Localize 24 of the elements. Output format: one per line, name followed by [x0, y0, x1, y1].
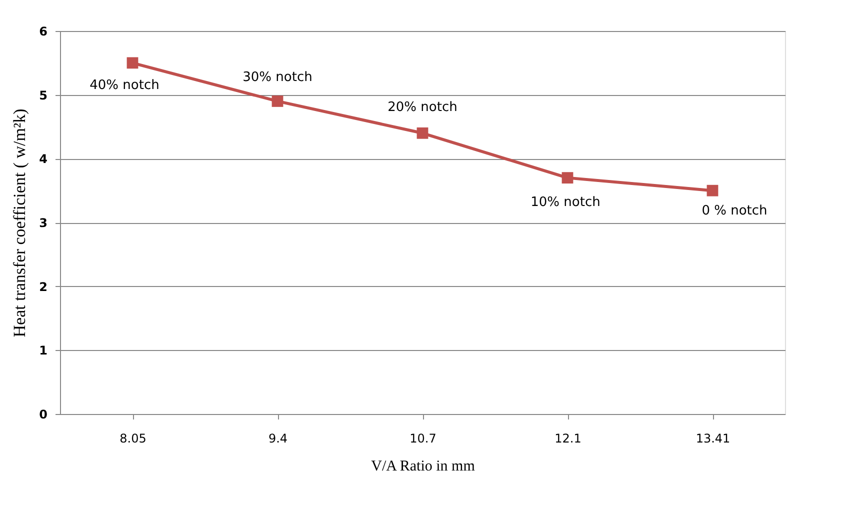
y-tick-label: 0 — [39, 408, 48, 422]
point — [272, 96, 284, 107]
point — [416, 127, 428, 139]
x-tick-label: 13.41 — [696, 432, 730, 446]
y-tick-label: 1 — [39, 344, 48, 358]
annotation: 10% notch — [530, 194, 600, 210]
y-axis-title: Heat transfer coefficient ( w/m²k) — [10, 108, 30, 338]
x-tick-label: 9.4 — [268, 432, 288, 446]
annotation: 0 % notch — [702, 204, 768, 219]
point — [126, 57, 138, 69]
x-tick-label: 8.05 — [120, 432, 146, 446]
point — [706, 184, 718, 196]
y-tick-label: 4 — [39, 152, 48, 166]
y-tick-label: 2 — [39, 280, 48, 294]
annotation: 20% notch — [388, 100, 458, 116]
point — [562, 172, 574, 184]
y-tick-label: 3 — [39, 216, 48, 230]
x-tick-label: 12.1 — [554, 432, 582, 446]
x-tick-label: 10.7 — [410, 432, 436, 446]
y-tick-label: 6 — [39, 24, 48, 38]
annotation: 30% notch — [242, 70, 312, 86]
annotation: 40% notch — [90, 78, 160, 93]
x-axis-title: V/A Ratio in mm — [371, 458, 476, 474]
y-tick-label: 5 — [39, 88, 48, 102]
